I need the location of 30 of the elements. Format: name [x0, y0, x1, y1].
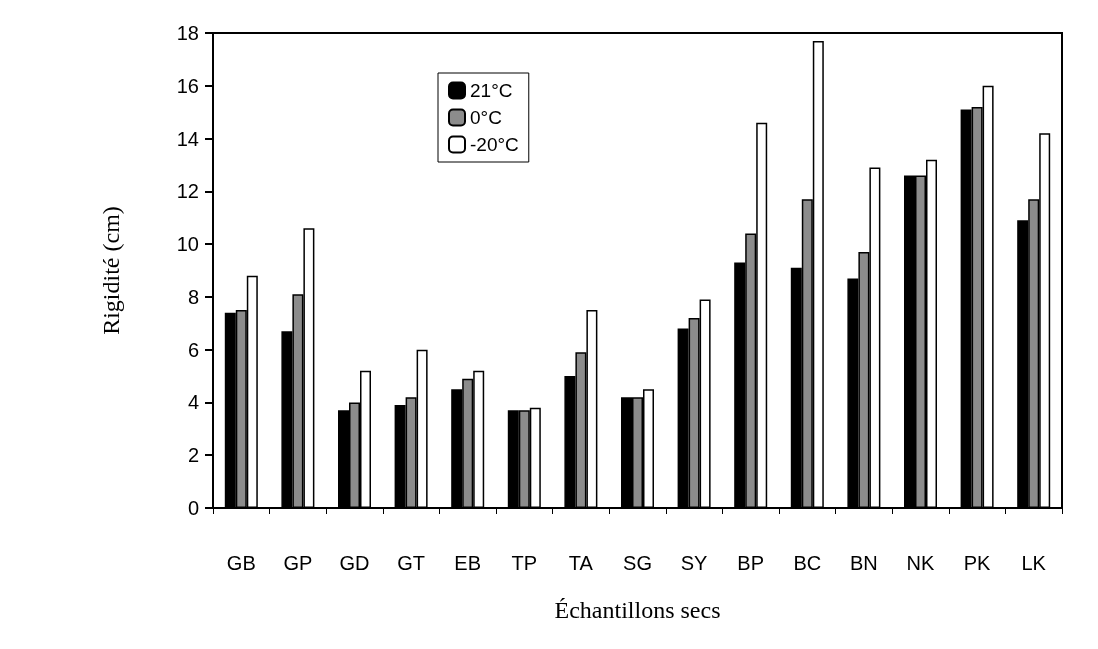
legend-label: -20°C	[470, 134, 519, 155]
y-tick-label: 6	[187, 338, 199, 361]
legend-label: 21°C	[470, 80, 513, 101]
x-tick-label: SG	[623, 552, 652, 574]
x-tick-label: GD	[339, 552, 370, 574]
x-tick-label: LK	[1021, 552, 1047, 574]
y-tick-label: 2	[187, 444, 199, 467]
x-tick-label: GP	[283, 552, 313, 574]
y-tick-label: 14	[176, 127, 199, 150]
x-tick-label: BC	[793, 552, 822, 574]
y-tick-label: 16	[176, 74, 199, 97]
x-tick-label: GB	[226, 552, 256, 574]
y-tick-label: 0	[187, 497, 199, 519]
x-tick-label: BN	[850, 552, 878, 574]
y-tick-label: 10	[176, 233, 199, 256]
y-tick-label: 18	[176, 22, 199, 44]
y-axis-title: Rigidité (cm)	[98, 206, 124, 335]
y-tick-label: 4	[187, 391, 199, 414]
y-tick-label: 12	[176, 180, 199, 203]
x-tick-label: EB	[454, 552, 482, 574]
x-tick-label: NK	[906, 552, 936, 574]
x-tick-label: GT	[397, 552, 425, 574]
x-axis-title: Échantillons secs	[554, 597, 721, 623]
legend-label: 0°C	[470, 107, 502, 128]
x-tick-label: TP	[511, 552, 538, 574]
y-tick-label: 8	[187, 285, 199, 308]
x-tick-label: TA	[568, 552, 594, 574]
x-tick-label: BP	[737, 552, 765, 574]
x-tick-label: SY	[680, 552, 708, 574]
x-tick-label: PK	[963, 552, 992, 574]
